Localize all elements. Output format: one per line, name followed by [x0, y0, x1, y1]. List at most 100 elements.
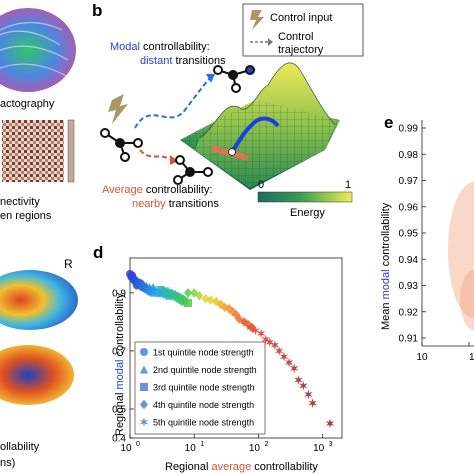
panel-d-xlabel: Regional average controllability: [165, 461, 318, 473]
legend-marker: [140, 348, 148, 356]
data-point: [206, 295, 215, 305]
panel-e-density-blob: [448, 182, 474, 318]
control-input-lightning-icon: [108, 94, 128, 124]
network-icon-initial: [100, 128, 143, 162]
legend-marker: [140, 383, 148, 391]
y-tick-label: 0.94: [399, 255, 419, 266]
average-word: Average: [102, 184, 143, 196]
legend-entry: 3rd quintile node strength: [153, 383, 255, 393]
energy-landscape-surface: [180, 62, 340, 190]
y-tick-label: 0.7: [112, 346, 126, 357]
panel-d-plot-frame: [129, 257, 343, 439]
x-tick-exponent: 3: [329, 441, 333, 448]
energy-colorbar: [257, 191, 353, 203]
panel-d-xlabel-mid: average: [211, 461, 251, 473]
colorbar-min-label: 0: [258, 179, 264, 191]
legend-entry: 1st quintile node strength: [153, 348, 254, 358]
legend-marker: [139, 417, 149, 427]
network-icon-nearby: [173, 155, 213, 185]
legend-control-input: Control input: [270, 12, 332, 24]
panel-d-legend: 1st quintile node strength 2nd quintile n…: [139, 348, 257, 428]
panel-b-letter: b: [92, 1, 102, 20]
tractography-fibers: [0, 21, 71, 79]
panel-a: actography nectivity en regions R ollabi…: [0, 8, 78, 469]
bottom-label-line1: ollability: [0, 441, 40, 453]
data-point: [240, 317, 249, 327]
panel-e-ylabel: Mean modal controllability: [380, 202, 392, 330]
data-point: [294, 375, 303, 385]
panel-e-x-ticks: 10 15: [416, 342, 474, 363]
nearby-rest: transitions: [166, 198, 220, 210]
panel-d-y-ticks: 0.4 0.5 0.7 0.9: [112, 288, 134, 445]
legend-control-trajectory-line2: trajectory: [278, 44, 324, 56]
network-icon-distant: [213, 65, 255, 93]
data-point: [156, 285, 165, 294]
data-point: [251, 325, 260, 336]
average-trajectory-arrow: [139, 149, 173, 161]
panel-e-ylabel-post: controllability: [380, 202, 392, 269]
panel-d-ylabel-pre: Regional: [114, 390, 126, 436]
panel-d-x-ticks: 10 0 10 1 10 2 10 3: [120, 434, 333, 454]
y-tick-label: 0.5: [112, 404, 126, 415]
data-point: [220, 302, 229, 313]
colorbar-label: Energy: [290, 207, 325, 219]
distant-word: distant: [140, 55, 172, 67]
legend-marker: [140, 399, 148, 410]
panel-e-ylabel-mid: modal: [380, 269, 392, 299]
panel-d-points: [126, 269, 335, 429]
nearby-word: nearby: [132, 198, 166, 210]
data-point: [279, 351, 289, 362]
data-point: [308, 398, 317, 408]
energy-state-marker: [228, 148, 236, 156]
panel-d-xlabel-post: controllability: [251, 461, 318, 473]
panel-e-ylabel-pre: Mean: [380, 299, 392, 330]
x-tick-label: 10: [249, 443, 261, 454]
connectivity-label-line1: nectivity: [0, 196, 40, 208]
data-point: [274, 346, 284, 356]
modal-controllability-text: Modal controllability:: [110, 41, 210, 53]
y-tick-label: 0.98: [399, 150, 419, 161]
y-tick-label: 0.91: [399, 334, 419, 345]
x-tick-exponent: 1: [200, 441, 204, 448]
x-tick-exponent: 2: [264, 441, 268, 448]
distant-transitions-text: distant transitions: [140, 55, 226, 67]
data-point: [299, 380, 308, 391]
modal-trajectory-arrow: [134, 77, 211, 129]
energy-trajectory-path: [230, 116, 280, 154]
nearby-transitions-text: nearby transitions: [132, 198, 219, 210]
panel-e-letter: e: [384, 113, 393, 132]
y-tick-label: 0.97: [399, 176, 419, 187]
y-tick-label: 0.9: [112, 288, 126, 299]
legend-marker: [140, 365, 148, 374]
panel-d-xlabel-pre: Regional: [165, 461, 211, 473]
data-point: [246, 322, 255, 333]
data-point: [304, 389, 313, 400]
data-point: [325, 418, 335, 429]
data-point: [256, 328, 266, 339]
distant-rest: transitions: [172, 55, 226, 67]
colorbar-max-label: 1: [345, 179, 351, 191]
panel-e-y-ticks: 0.91 0.92 0.93 0.94 0.95 0.96 0.97 0.98 0.99: [399, 124, 426, 345]
cortex-map-medial: [0, 345, 74, 405]
average-controllability-text: Average controllability:: [102, 184, 212, 196]
cortex-map-lateral: [0, 270, 78, 330]
panel-d-ylabel-post: controllability: [114, 292, 126, 359]
panel-b-legend-box: [242, 3, 364, 57]
y-tick-label: 0.96: [399, 202, 419, 213]
tractography-brain-image: [0, 8, 76, 92]
data-point: [261, 334, 270, 345]
connectivity-matrix-image: [2, 120, 64, 182]
y-tick-label: 0.93: [399, 281, 419, 292]
x-tick-label: 15: [469, 352, 474, 363]
tractography-label: actography: [0, 98, 55, 110]
data-point: [284, 357, 294, 368]
legend-entry: 2nd quintile node strength: [153, 365, 257, 375]
panel-d: d 0.40.50.70.9 10 0 10 1 10 2 10 3 1st quintile…: [93, 243, 343, 473]
x-tick-label: 10: [120, 443, 132, 454]
x-tick-label: 10: [185, 443, 197, 454]
data-point: [195, 290, 204, 301]
lightning-icon: [250, 10, 264, 30]
data-point: [290, 363, 299, 374]
legend-entry: 5th quintile node strength: [153, 418, 254, 428]
